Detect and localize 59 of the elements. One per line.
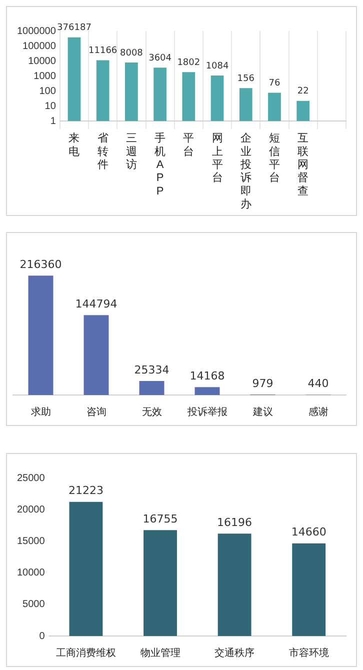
bar [69,502,103,636]
bar [218,534,252,636]
x-tick-label: 互联网督查 [298,132,309,198]
y-tick-label: 25000 [16,472,46,484]
data-label: 216360 [20,258,62,271]
x-tick-label: 手机APP [154,132,166,198]
data-label: 440 [308,377,329,390]
bar [28,276,54,395]
y-tick-label: 100000 [22,40,56,52]
x-tick-label: 无效 [142,406,162,418]
data-label: 22 [297,86,309,97]
x-tick-label: 企业投诉即办 [239,132,252,211]
y-tick-label: 5000 [22,599,46,610]
data-label: 8008 [120,48,144,58]
x-tick-label: 三週访 [126,132,137,172]
data-label: 1802 [177,58,200,68]
x-tick-label: 省转件 [97,132,108,172]
x-tick-label: 工商消费维权 [56,646,116,659]
data-label: 979 [252,376,274,390]
x-tick-label: 感谢 [308,406,328,418]
data-label: 21223 [68,484,104,498]
data-label: 144794 [75,297,118,310]
x-tick-label: 咨询 [86,406,106,418]
bar [194,387,220,395]
data-label: 1084 [206,61,229,72]
y-tick-label: 1 [50,116,56,127]
x-tick-label: 市容环境 [288,646,329,659]
y-tick-label: 15000 [16,536,46,547]
x-tick-label: 投诉举报 [186,406,228,418]
data-label: 25334 [134,363,170,376]
data-label: 11166 [88,46,118,56]
y-tick-label: 10000 [28,56,56,67]
bar [144,530,177,636]
y-tick-label: 10000 [16,568,46,579]
data-label: 3604 [148,53,172,64]
x-tick-label: 网上平台 [212,132,223,184]
x-tick-label: 物业管理 [140,646,180,659]
y-tick-label: 1000000 [16,26,56,37]
bar [292,543,326,636]
x-tick-label: 短信平台 [268,132,280,184]
y-tick-label: 1000 [34,70,56,82]
x-tick-label: 来电 [68,132,80,158]
data-label: 14660 [291,526,326,539]
y-tick-label: 10 [44,100,56,112]
y-tick-label: 20000 [16,504,46,516]
x-tick-label: 建议 [252,406,273,418]
data-label: 16196 [217,516,252,529]
data-label: 14168 [190,370,225,383]
data-label: 16755 [142,512,178,526]
bar [84,315,109,395]
data-label: 376187 [57,23,92,34]
bar [139,381,164,395]
y-tick-label: 100 [39,86,56,97]
x-tick-label: 平台 [183,132,194,158]
data-label: 156 [237,74,255,84]
x-tick-label: 交通秩序 [214,646,255,659]
data-label: 76 [268,78,280,89]
x-tick-label: 求助 [30,406,51,418]
y-tick-label: 0 [39,630,46,642]
